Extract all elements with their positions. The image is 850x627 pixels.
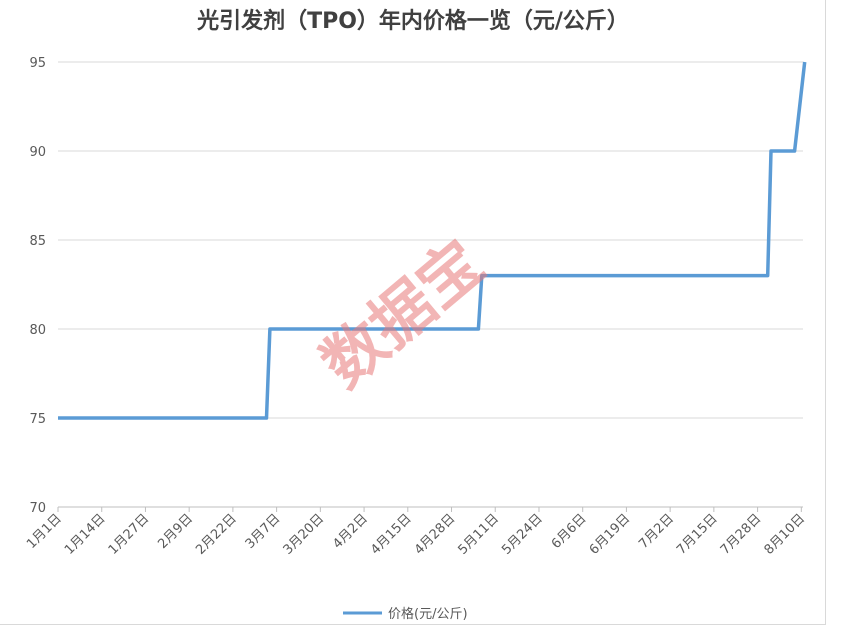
x-tick-label: 5月11日 <box>456 511 503 558</box>
x-tick-label: 1月14日 <box>62 511 109 558</box>
x-tick-label: 8月10日 <box>762 511 809 558</box>
y-axis: 70 75 80 85 90 95 <box>29 56 46 516</box>
legend: 价格(元/公斤) <box>343 606 468 622</box>
x-tick-label: 6月19日 <box>587 511 634 558</box>
x-tick-label: 4月2日 <box>330 511 371 552</box>
x-tick-label: 1月27日 <box>106 511 153 558</box>
x-tick-label: 3月7日 <box>243 511 284 552</box>
watermark: 数据宝 <box>308 226 497 401</box>
x-tick-label: 6月6日 <box>549 511 590 552</box>
x-tick-label: 2月9日 <box>155 511 196 552</box>
chart-frame <box>0 0 826 625</box>
x-tick-label: 7月28日 <box>718 511 765 558</box>
legend-label: 价格(元/公斤) <box>388 606 468 622</box>
y-tick-label: 95 <box>29 56 46 71</box>
x-tick-label: 7月15日 <box>674 511 721 558</box>
x-tick-label: 5月24日 <box>499 511 546 558</box>
series-layer <box>58 61 807 420</box>
y-tick-label: 75 <box>29 412 46 427</box>
series-line-price <box>58 61 807 420</box>
x-tick-label: 1月1日 <box>24 511 65 552</box>
chart-title: 光引发剂（TPO）年内价格一览（元/公斤） <box>197 9 629 34</box>
y-tick-label: 85 <box>29 234 46 249</box>
y-tick-label: 70 <box>29 501 46 516</box>
x-tick-label: 7月2日 <box>636 511 677 552</box>
y-tick-label: 90 <box>29 145 46 160</box>
x-tick-label: 4月28日 <box>412 511 459 558</box>
x-tick-label: 4月15日 <box>368 511 415 558</box>
y-tick-label: 80 <box>29 323 46 338</box>
x-tick-label: 3月20日 <box>281 511 328 558</box>
x-tick-label: 2月22日 <box>193 511 240 558</box>
